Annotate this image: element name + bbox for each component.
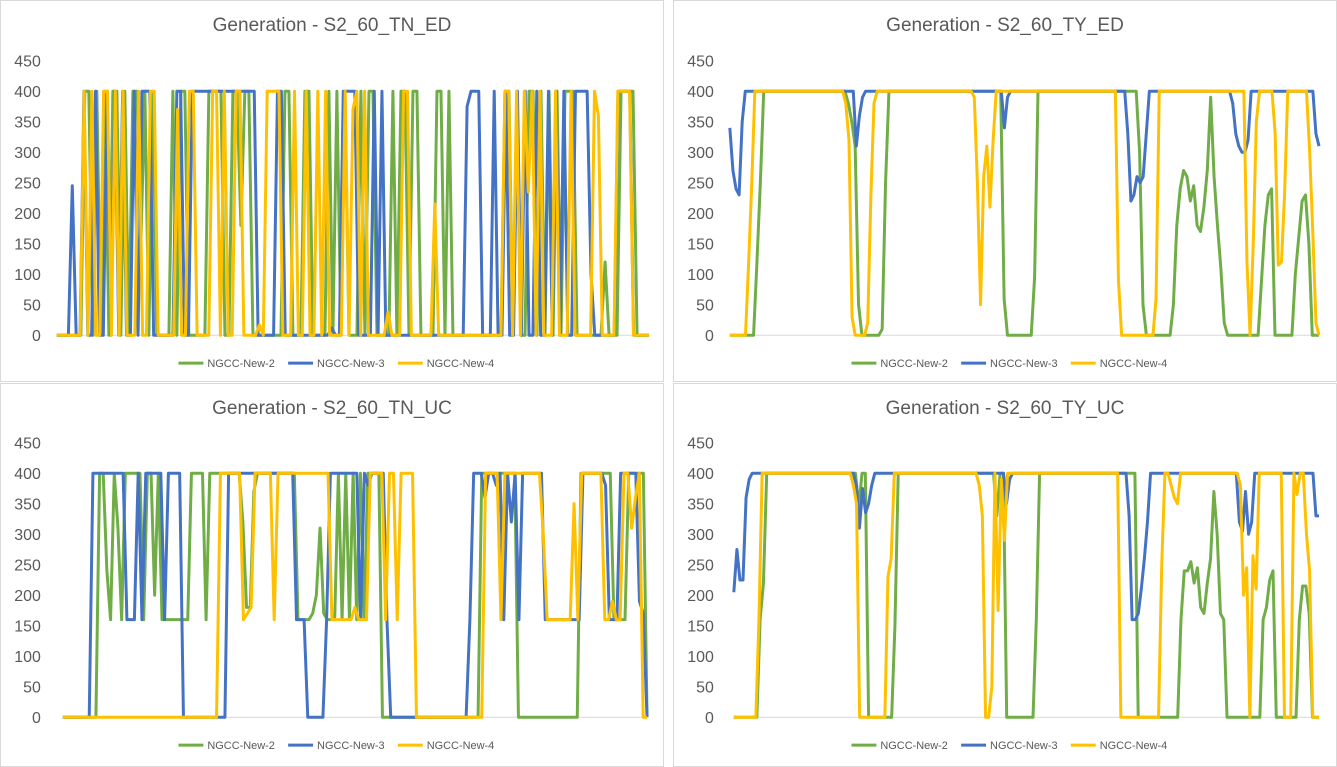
y-tick-label: 150 xyxy=(687,619,714,636)
y-tick-label: 100 xyxy=(14,649,41,666)
y-tick-label: 50 xyxy=(23,298,41,315)
y-tick-label: 250 xyxy=(14,558,41,575)
y-tick-label: 350 xyxy=(687,115,714,132)
legend-label: NGCC-New-2 xyxy=(880,740,948,752)
series-line-ngcc-new-3 xyxy=(728,89,1321,203)
legend-label: NGCC-New-4 xyxy=(427,358,495,370)
legend-label: NGCC-New-4 xyxy=(427,740,495,752)
y-tick-label: 250 xyxy=(14,176,41,193)
chart-plot: 0 50 100 150 200 250 300 350 400 450 NGCC-New-2 NGC… xyxy=(687,436,1320,752)
y-tick-label: 400 xyxy=(687,466,714,483)
series-line-ngcc-new-3 xyxy=(732,471,1320,622)
y-tick-label: 200 xyxy=(687,206,714,223)
y-tick-label: 300 xyxy=(687,527,714,544)
y-tick-label: 0 xyxy=(32,328,41,345)
y-tick-label: 100 xyxy=(14,267,41,284)
y-tick-label: 100 xyxy=(687,267,714,284)
chart-panel-tn-ed: Generation - S2_60_TN_ED 0 50 100 150 200 250… xyxy=(0,0,664,382)
y-tick-label: 200 xyxy=(14,588,41,605)
series-line-ngcc-new-3 xyxy=(56,89,650,337)
y-tick-label: 200 xyxy=(687,588,714,605)
y-tick-label: 450 xyxy=(14,54,41,71)
legend-label: NGCC-New-2 xyxy=(207,358,275,370)
legend-label: NGCC-New-3 xyxy=(990,740,1058,752)
y-tick-label: 0 xyxy=(705,710,714,727)
chart-panel-tn-uc: Generation - S2_60_TN_UC 0 50 100 150 200 250… xyxy=(0,383,664,767)
y-tick-label: 150 xyxy=(14,237,41,254)
y-tick-label: 400 xyxy=(14,84,41,101)
series-line-ngcc-new-2 xyxy=(729,89,1320,337)
y-tick-label: 250 xyxy=(687,176,714,193)
y-tick-label: 350 xyxy=(14,497,41,514)
y-tick-label: 50 xyxy=(696,298,714,315)
series-line-ngcc-new-2 xyxy=(62,471,649,719)
y-tick-label: 450 xyxy=(14,436,41,453)
chart-title: Generation - S2_60_TY_UC xyxy=(885,398,1125,419)
y-tick-label: 150 xyxy=(687,237,714,254)
y-tick-label: 300 xyxy=(14,527,41,544)
y-tick-label: 50 xyxy=(23,680,41,697)
legend-label: NGCC-New-2 xyxy=(207,740,275,752)
chart-title: Generation - S2_60_TY_ED xyxy=(886,15,1124,36)
y-tick-label: 0 xyxy=(32,710,41,727)
series-line-ngcc-new-4 xyxy=(62,471,648,719)
y-tick-label: 0 xyxy=(705,328,714,345)
y-tick-label: 150 xyxy=(14,619,41,636)
series-line-ngcc-new-2 xyxy=(733,471,1320,719)
legend-label: NGCC-New-3 xyxy=(317,358,385,370)
chart-panel-ty-uc: Generation - S2_60_TY_UC 0 50 100 150 200 250… xyxy=(673,383,1337,767)
legend-label: NGCC-New-2 xyxy=(880,358,948,370)
y-tick-label: 300 xyxy=(687,145,714,162)
y-tick-label: 50 xyxy=(696,680,714,697)
chart-plot: 0 50 100 150 200 250 300 350 400 450 NGCC-New-2 NGC… xyxy=(14,54,650,370)
series-line-ngcc-new-4 xyxy=(733,471,1320,719)
y-tick-label: 450 xyxy=(687,436,714,453)
y-tick-label: 350 xyxy=(14,115,41,132)
chart-plot: 0 50 100 150 200 250 300 350 400 450 NGCC-New-2 NGC… xyxy=(14,436,649,752)
y-tick-label: 200 xyxy=(14,206,41,223)
chart-plot: 0 50 100 150 200 250 300 350 400 450 NGCC-New-2 NGC… xyxy=(687,54,1321,370)
series-line-ngcc-new-4 xyxy=(56,89,650,337)
legend-label: NGCC-New-3 xyxy=(990,358,1058,370)
y-tick-label: 350 xyxy=(687,497,714,514)
chart-title: Generation - S2_60_TN_UC xyxy=(212,398,452,419)
y-tick-label: 250 xyxy=(687,558,714,575)
chart-panel-ty-ed: Generation - S2_60_TY_ED 0 50 100 150 200 250… xyxy=(673,0,1337,382)
y-tick-label: 400 xyxy=(14,466,41,483)
y-tick-label: 300 xyxy=(14,145,41,162)
legend-label: NGCC-New-4 xyxy=(1100,740,1168,752)
legend-label: NGCC-New-3 xyxy=(317,740,385,752)
legend-label: NGCC-New-4 xyxy=(1100,358,1168,370)
y-tick-label: 450 xyxy=(687,54,714,71)
chart-title: Generation - S2_60_TN_ED xyxy=(212,15,452,36)
y-tick-label: 400 xyxy=(687,84,714,101)
series-line-ngcc-new-4 xyxy=(729,89,1321,337)
y-tick-label: 100 xyxy=(687,649,714,666)
